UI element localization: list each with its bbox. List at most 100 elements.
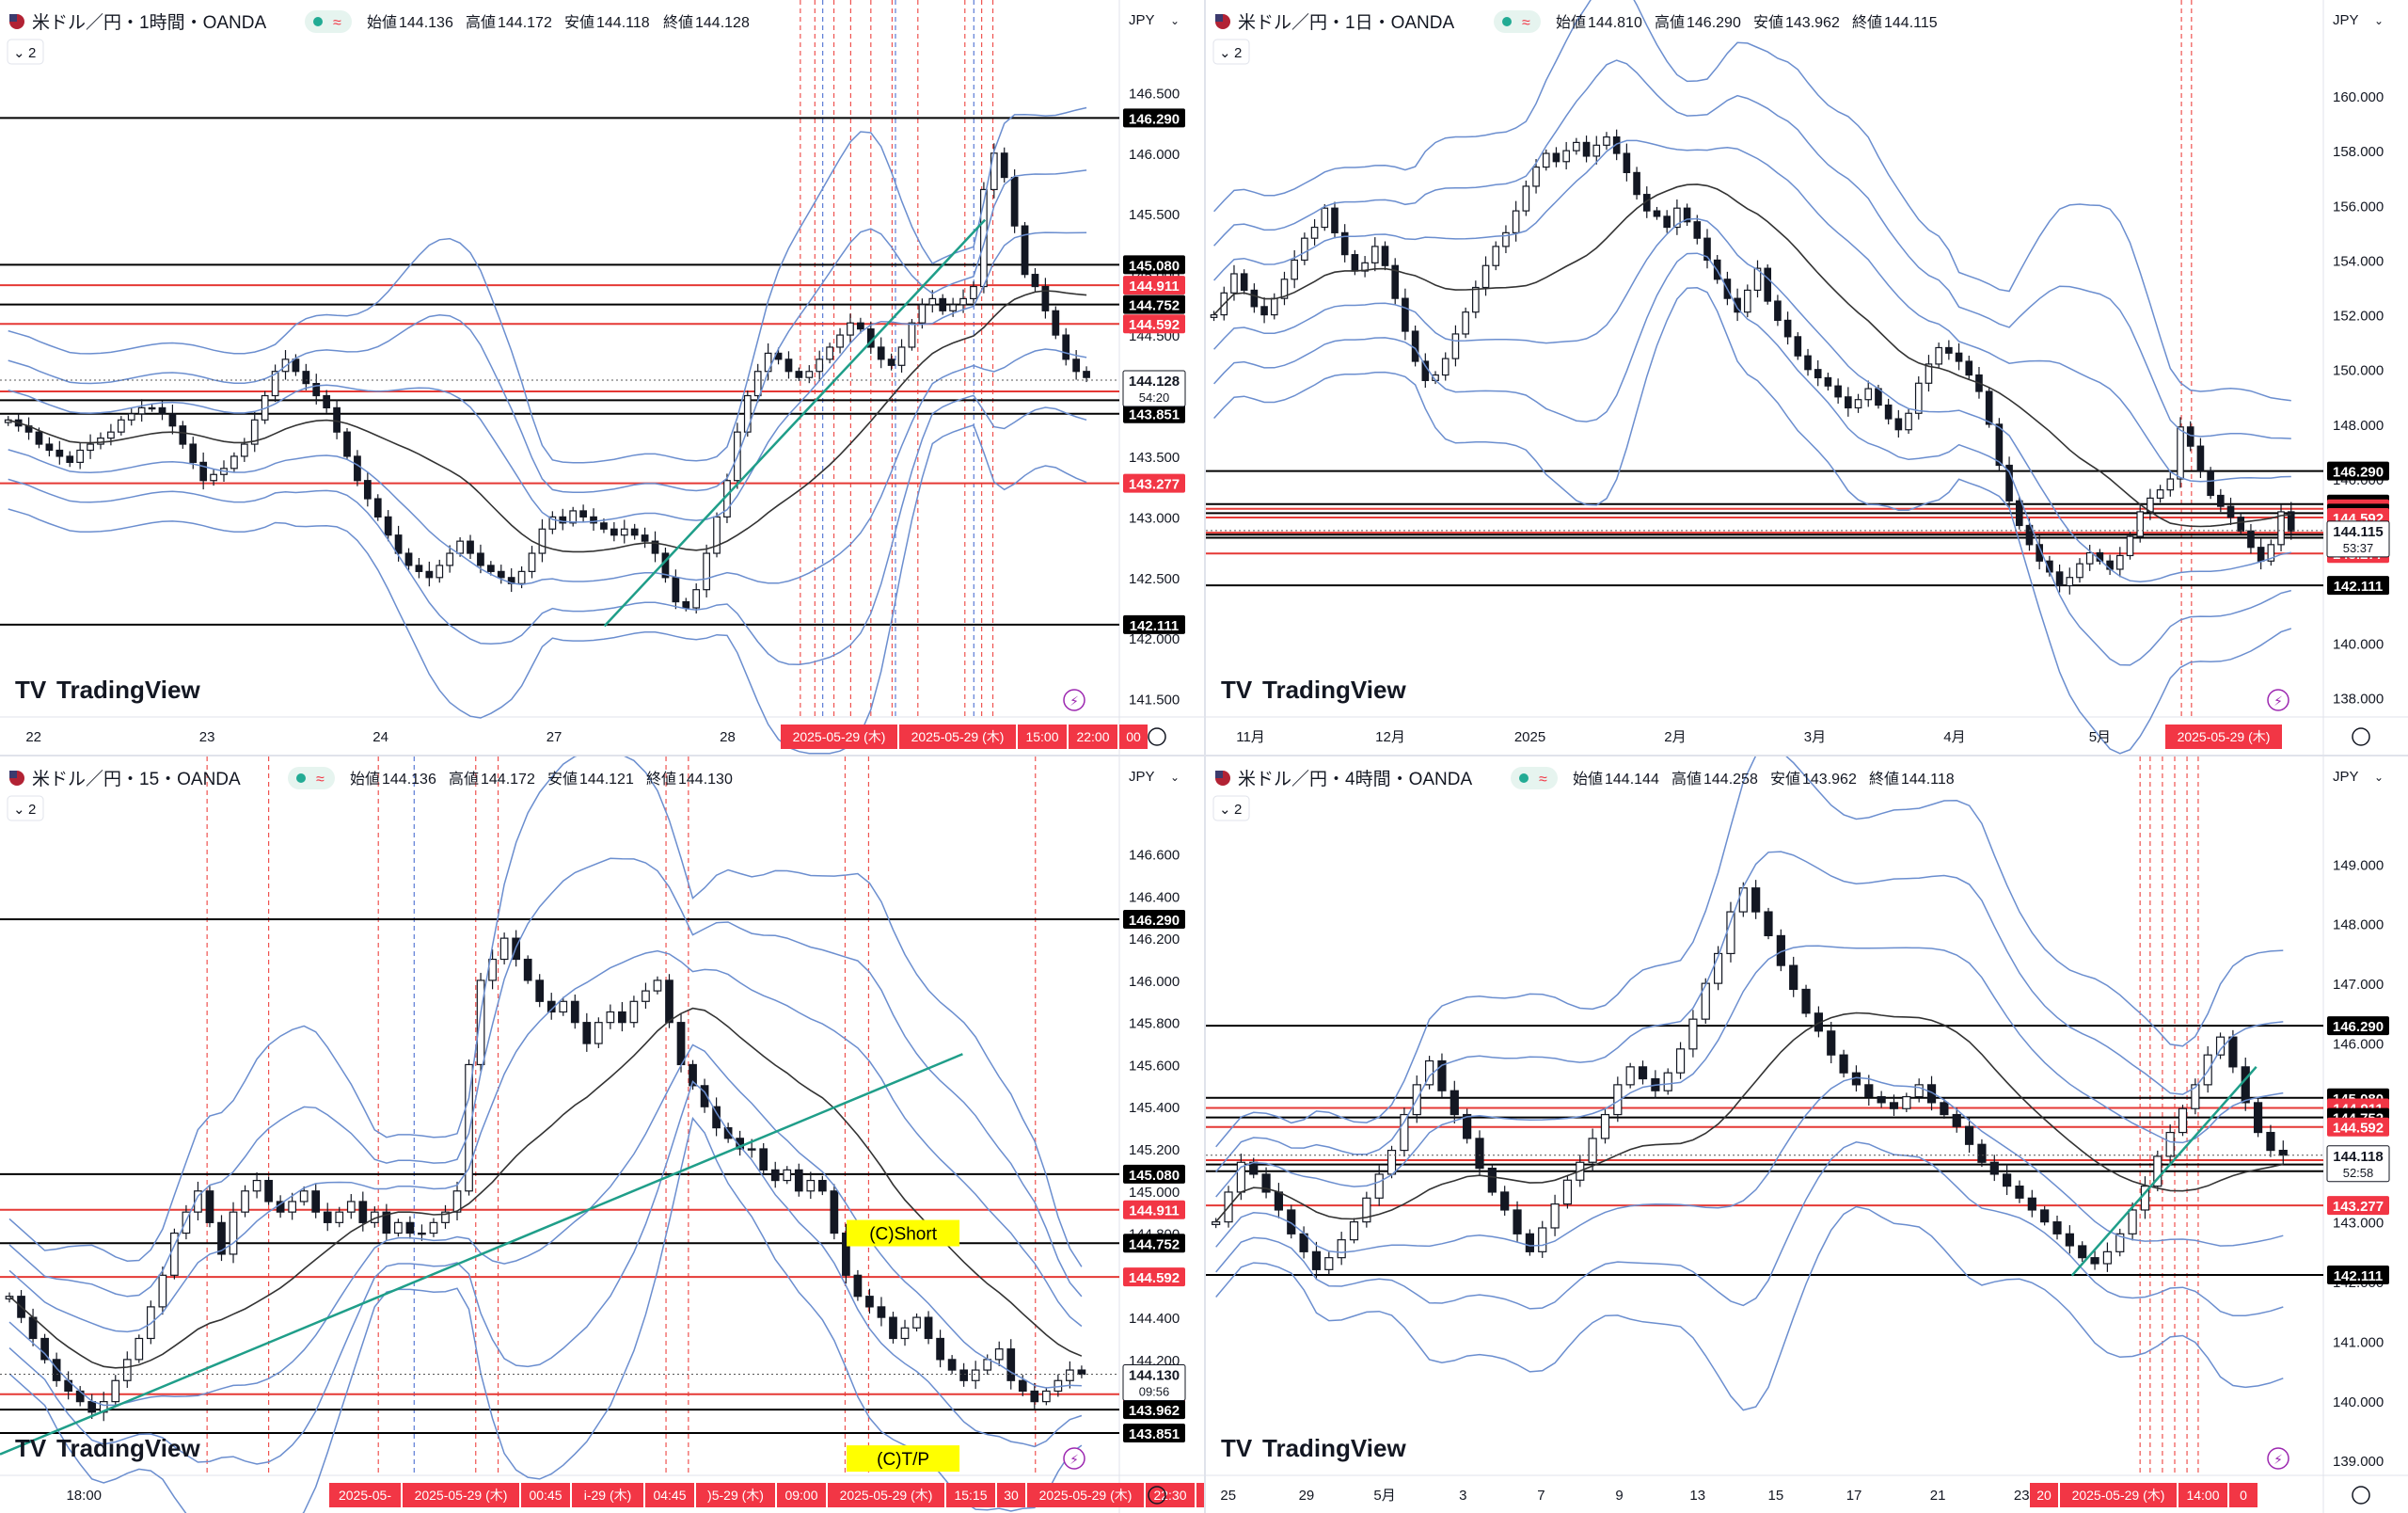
vertical-divider (1204, 0, 1206, 1513)
time-axis-label: 17 (1846, 1488, 1862, 1504)
candle (2078, 1245, 2087, 1259)
chart-panel-15m[interactable]: (C)Short(C)T/P144.000144.200144.400144.6… (0, 756, 1204, 1513)
candle (1688, 1018, 1698, 1050)
candle (1525, 1233, 1534, 1252)
candle (373, 498, 382, 518)
candle (66, 455, 74, 463)
candle (35, 431, 43, 445)
bollinger-lower-band (8, 1043, 1082, 1407)
candle (415, 565, 423, 572)
time-axis-label: 9 (1615, 1488, 1623, 1504)
bollinger-upper-band (1215, 945, 2284, 1198)
price-tick-label: 145.800 (1129, 1016, 1180, 1032)
candle (2196, 445, 2205, 471)
trend-line (603, 218, 987, 628)
bollinger-upper-band (8, 949, 1083, 1333)
level-price-tag-label: 144.592 (1129, 1270, 1180, 1286)
candle (1612, 135, 1621, 154)
countdown-label: 53:37 (2343, 541, 2374, 555)
candle (477, 552, 484, 566)
chart-panel-daily[interactable]: 138.000140.000142.000144.000146.000148.0… (1206, 0, 2408, 755)
time-axis-tag (2178, 1483, 2227, 1507)
price-tick-label: 148.000 (2333, 418, 2384, 434)
time-axis-label: 3月 (1804, 729, 1826, 745)
candle (1240, 273, 1248, 292)
bollinger-upper-band (1213, 139, 2291, 483)
bollinger-lower-band (1215, 1205, 2284, 1411)
bollinger-lower-band (1215, 1076, 2284, 1253)
candle (2257, 547, 2265, 562)
chart-svg-daily[interactable]: 138.000140.000142.000144.000146.000148.0… (1206, 0, 2408, 755)
candle (1925, 363, 1933, 384)
candle (1663, 1072, 1672, 1091)
level-price-tag-label: 145.080 (1129, 1168, 1180, 1184)
candle (2278, 1149, 2288, 1156)
ohlc-label: 安値 (1753, 14, 1783, 31)
candle (312, 383, 321, 397)
candle (1653, 210, 1661, 217)
candle (2228, 1036, 2238, 1068)
price-tick-label: 142.500 (1129, 571, 1180, 587)
candle (682, 600, 690, 609)
ohlc-label: 高値 (1671, 771, 1702, 788)
level-price-tag (1123, 404, 1185, 423)
candle (456, 540, 464, 554)
chart-svg-15m[interactable]: (C)Short(C)T/P144.000144.200144.400144.6… (0, 756, 1204, 1513)
chart-panel-4h[interactable]: 139.000140.000141.000142.000143.000144.0… (1206, 756, 2408, 1513)
candle (517, 570, 526, 584)
currency-label: JPY (1129, 769, 1155, 785)
candle (830, 1190, 839, 1234)
moving-average-line (1213, 183, 2291, 528)
candle (363, 480, 372, 500)
candle (2136, 511, 2145, 537)
candle (2027, 1197, 2036, 1211)
level-price-tag-label: 143.277 (1129, 477, 1180, 493)
candle (1985, 390, 1993, 425)
level-price-tag (1123, 1200, 1185, 1219)
level-price-tag-label: 144.911 (1129, 1203, 1179, 1219)
lightning-icon (2267, 689, 2289, 711)
candle (264, 1179, 273, 1202)
bollinger-lower-band (8, 1080, 1083, 1465)
candle (1827, 1030, 1836, 1056)
level-price-tag (1123, 295, 1185, 314)
ohlc-label: 安値 (564, 14, 594, 31)
candle (1066, 1369, 1074, 1381)
candle (2217, 494, 2225, 507)
candle (1894, 418, 1903, 431)
candle (2015, 500, 2023, 527)
candle (1562, 1179, 1573, 1205)
price-tick-label: 143.500 (1129, 450, 1180, 466)
candle (168, 413, 177, 427)
candle (1638, 1066, 1648, 1080)
candle (1291, 259, 1298, 280)
tradingview-watermark: TradingView (1262, 1434, 1406, 1462)
chart-svg-1h[interactable]: 141.500142.000142.500143.000143.500144.0… (0, 0, 1204, 755)
candle (947, 1359, 957, 1371)
candle (1952, 1113, 1961, 1127)
candle (535, 979, 545, 1002)
candle (1006, 1348, 1016, 1381)
price-tick-label: 144.400 (1129, 1311, 1180, 1327)
candle (1914, 382, 1923, 414)
candle (1764, 267, 1772, 302)
candle (2165, 1131, 2175, 1157)
moving-average-line (8, 290, 1087, 553)
chart-svg-4h[interactable]: 139.000140.000141.000142.000143.000144.0… (1206, 756, 2408, 1513)
candle (590, 516, 597, 524)
candle (889, 1316, 897, 1340)
level-price-tag (1123, 1400, 1185, 1420)
candle (1834, 385, 1842, 398)
chart-panel-1h[interactable]: 141.500142.000142.500143.000143.500144.0… (0, 0, 1204, 755)
bollinger-lower-band (8, 423, 1087, 755)
price-tick-label: 140.000 (2333, 636, 2384, 652)
current-price-tag (1122, 1364, 1186, 1402)
price-tick-label: 145.000 (1129, 1185, 1180, 1201)
candle (1301, 237, 1308, 262)
price-tick-label: 145.500 (1129, 207, 1180, 223)
ohlc-label: 始値 (367, 14, 397, 31)
candle (1260, 306, 1268, 316)
candle (1814, 369, 1822, 379)
candle (816, 358, 824, 373)
candle (1877, 1095, 1886, 1104)
